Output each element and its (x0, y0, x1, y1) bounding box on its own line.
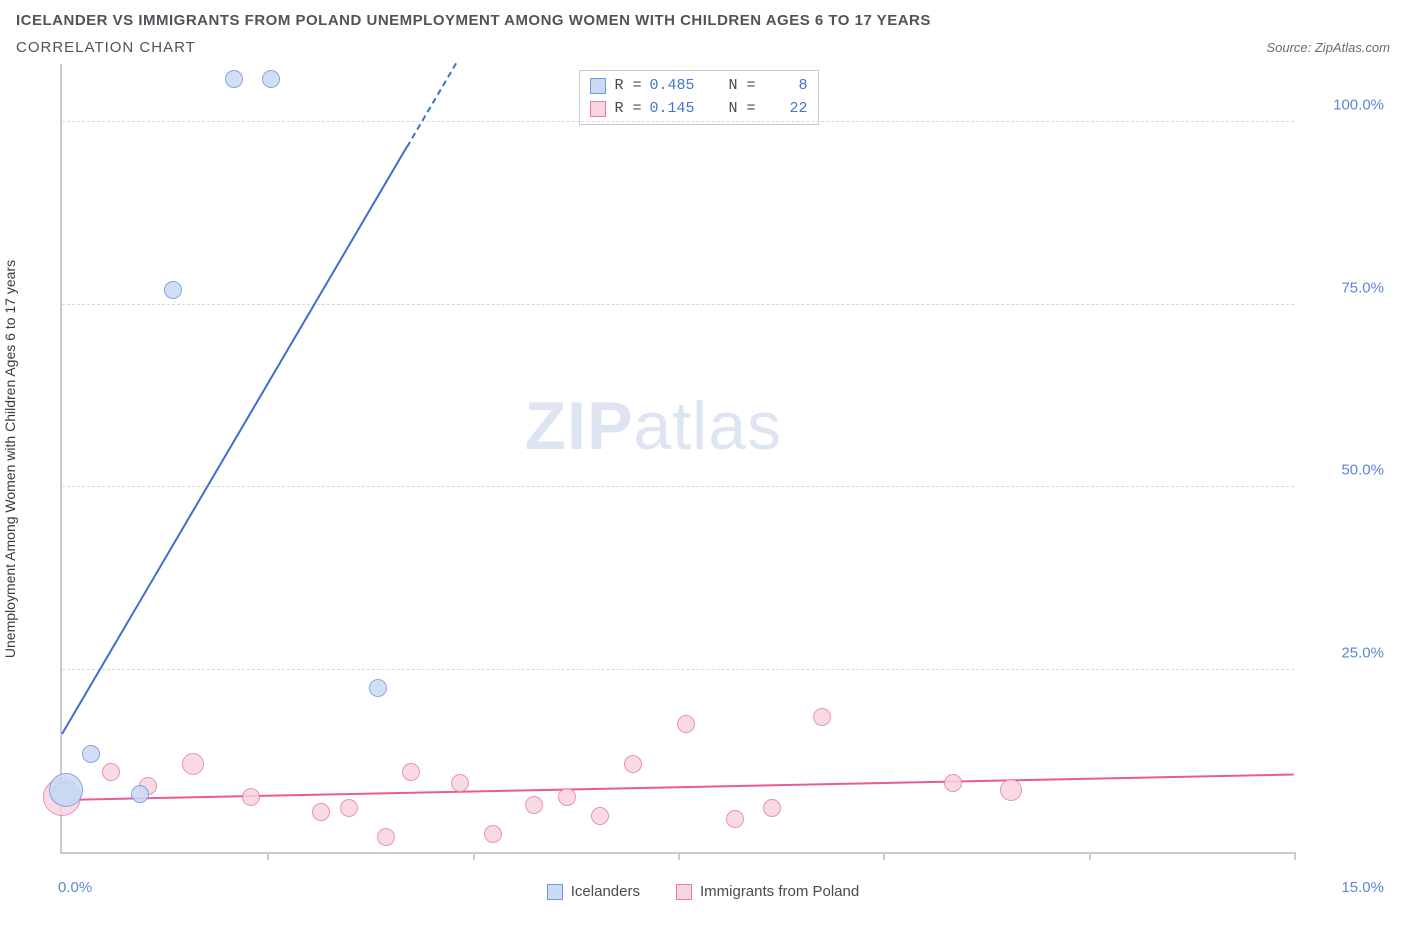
stat-r-label: R = (614, 98, 641, 121)
chart-title: ICELANDER VS IMMIGRANTS FROM POLAND UNEM… (16, 12, 1390, 29)
chart-subtitle: CORRELATION CHART (16, 39, 196, 56)
trend-line (406, 63, 457, 148)
y-tick-label: 25.0% (1304, 644, 1384, 661)
legend-swatch (547, 884, 563, 900)
data-point (102, 763, 120, 781)
data-point (82, 745, 100, 763)
x-tick (1089, 852, 1091, 860)
data-point (182, 753, 204, 775)
data-point (944, 774, 962, 792)
data-point (262, 70, 280, 88)
legend-item: Immigrants from Poland (676, 883, 859, 900)
data-point (525, 796, 543, 814)
stats-box: R = 0.485 N = 8 R = 0.145 N = 22 (579, 70, 818, 125)
data-point (131, 785, 149, 803)
data-point (225, 70, 243, 88)
legend-label: Immigrants from Poland (700, 883, 859, 900)
legend: Icelanders Immigrants from Poland (16, 883, 1390, 900)
data-point (726, 810, 744, 828)
stats-row: R = 0.145 N = 22 (590, 98, 807, 121)
x-tick (678, 852, 680, 860)
data-point (558, 788, 576, 806)
stat-n-value: 8 (764, 75, 808, 98)
chart-area: Unemployment Among Women with Children A… (16, 64, 1390, 854)
stat-r-value: 0.485 (649, 75, 694, 98)
data-point (402, 763, 420, 781)
gridline (62, 486, 1294, 487)
series-swatch (590, 101, 606, 117)
stat-n-label: N = (728, 75, 755, 98)
stat-r-label: R = (614, 75, 641, 98)
legend-item: Icelanders (547, 883, 640, 900)
data-point (164, 281, 182, 299)
x-tick (473, 852, 475, 860)
y-tick-label: 100.0% (1304, 97, 1384, 114)
data-point (312, 803, 330, 821)
stat-n-value: 22 (764, 98, 808, 121)
gridline (62, 121, 1294, 122)
stat-r-value: 0.145 (649, 98, 694, 121)
data-point (677, 715, 695, 733)
legend-swatch (676, 884, 692, 900)
series-swatch (590, 78, 606, 94)
data-point (1000, 779, 1022, 801)
data-point (242, 788, 260, 806)
data-point (451, 774, 469, 792)
gridline (62, 304, 1294, 305)
trend-line (61, 146, 408, 734)
data-point (591, 807, 609, 825)
y-axis-label: Unemployment Among Women with Children A… (2, 260, 18, 658)
stats-row: R = 0.485 N = 8 (590, 75, 807, 98)
x-tick (883, 852, 885, 860)
watermark: ZIPatlas (525, 387, 782, 465)
plot-region: ZIPatlas R = 0.485 N = 8R = 0.145 N = 22 2… (60, 64, 1294, 854)
data-point (49, 773, 83, 807)
x-tick (267, 852, 269, 860)
source-label: Source: ZipAtlas.com (1266, 40, 1390, 55)
stat-n-label: N = (728, 98, 755, 121)
legend-label: Icelanders (571, 883, 640, 900)
data-point (377, 828, 395, 846)
y-tick-label: 75.0% (1304, 279, 1384, 296)
data-point (340, 799, 358, 817)
x-tick (1294, 852, 1296, 860)
data-point (763, 799, 781, 817)
y-tick-label: 50.0% (1304, 462, 1384, 479)
data-point (369, 679, 387, 697)
data-point (813, 708, 831, 726)
data-point (484, 825, 502, 843)
data-point (624, 755, 642, 773)
gridline (62, 669, 1294, 670)
title-block: ICELANDER VS IMMIGRANTS FROM POLAND UNEM… (16, 12, 1390, 56)
